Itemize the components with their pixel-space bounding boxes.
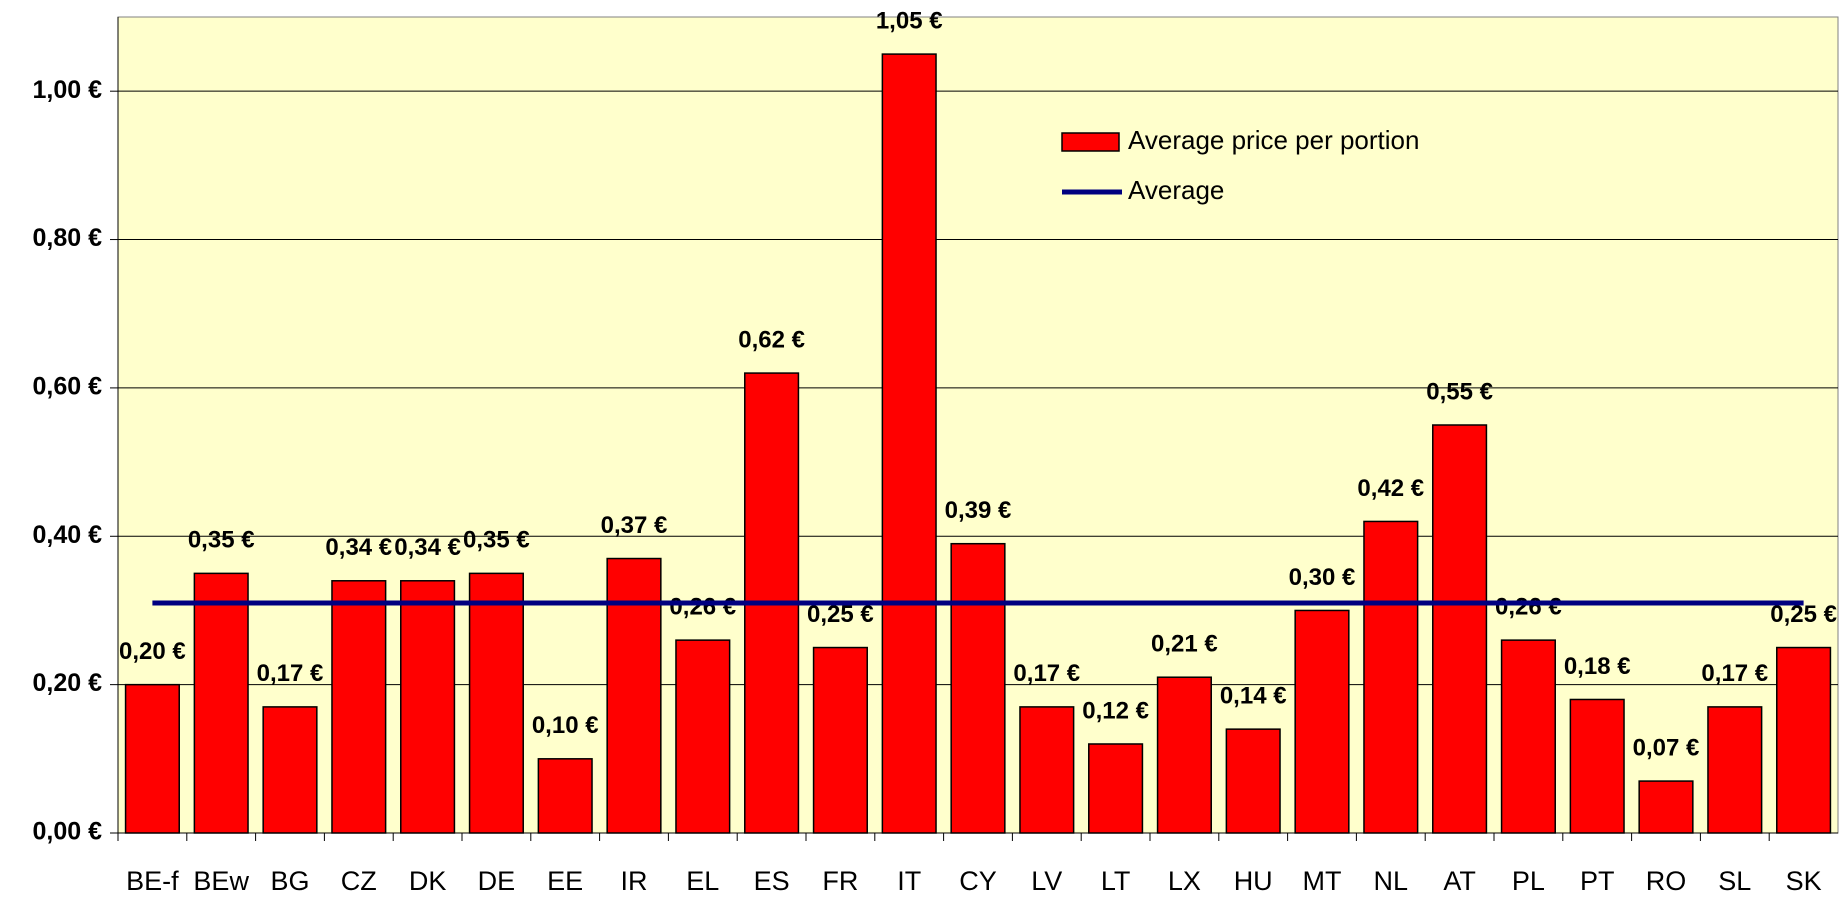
x-tick-label: DK [409,866,447,896]
value-label: 0,26 € [669,593,736,620]
x-tick-label: FR [822,866,858,896]
bar [606,557,662,834]
x-tick-label: SL [1718,866,1751,896]
value-label: 0,18 € [1564,653,1631,680]
y-tick-label: 1,00 € [32,76,102,104]
bar [1776,646,1832,834]
value-label: 0,17 € [1701,660,1768,687]
x-tick-label: PL [1512,866,1545,896]
value-label: 0,37 € [601,512,668,539]
bar [1569,698,1625,834]
value-label: 1,05 € [876,7,943,34]
legend-swatch [1061,132,1120,152]
bar [1638,780,1694,834]
x-tick-label: NL [1374,866,1409,896]
x-tick-label: BEw [193,866,249,896]
bar [1294,609,1350,834]
value-label: 0,34 € [325,534,392,561]
bar [400,580,456,834]
value-label: 0,26 € [1495,593,1562,620]
x-tick-label: PT [1580,866,1615,896]
value-label: 0,34 € [394,534,461,561]
y-tick-label: 0,00 € [32,818,102,846]
bar [1707,706,1763,834]
legend-label: Average price per portion [1128,125,1419,155]
bar [193,572,249,834]
x-tick-label: LT [1101,866,1131,896]
x-tick-label: CZ [341,866,377,896]
x-tick-label: EL [686,866,719,896]
y-tick-label: 0,40 € [32,521,102,549]
value-label: 0,12 € [1082,697,1149,724]
bar [1500,639,1556,834]
legend-label: Average [1128,175,1224,205]
bar [1156,676,1212,834]
bar [1019,706,1075,834]
bar [262,706,318,834]
value-label: 0,30 € [1289,564,1356,591]
value-label: 0,55 € [1426,378,1493,405]
y-tick-label: 0,60 € [32,373,102,401]
x-tick-label: LX [1168,866,1201,896]
x-tick-label: LV [1031,866,1062,896]
bar [881,53,937,834]
value-label: 0,39 € [945,497,1012,524]
y-tick-label: 0,20 € [32,669,102,697]
x-tick-label: SK [1786,866,1822,896]
x-tick-label: IR [621,866,648,896]
value-label: 0,62 € [738,326,805,353]
bar [331,580,387,834]
bar [812,646,868,834]
value-label: 0,35 € [463,527,530,554]
x-tick-label: DE [478,866,516,896]
x-tick-label: IT [897,866,921,896]
bar [1432,424,1488,834]
x-tick-label: AT [1443,866,1476,896]
x-tick-label: RO [1646,866,1687,896]
value-label: 0,14 € [1220,682,1287,709]
bar [1088,743,1144,834]
value-label: 0,20 € [119,638,186,665]
bar [1225,728,1281,834]
bar [675,639,731,834]
x-tick-label: MT [1303,866,1342,896]
x-tick-label: ES [754,866,790,896]
value-label: 0,10 € [532,712,599,739]
y-tick-label: 0,80 € [32,224,102,252]
bar [468,572,524,834]
x-tick-label: EE [547,866,583,896]
value-label: 0,07 € [1633,734,1700,761]
bar [950,542,1006,834]
x-tick-label: CY [959,866,997,896]
bar [124,683,180,834]
value-label: 0,42 € [1357,475,1424,502]
x-tick-label: BE-f [126,866,179,896]
value-label: 0,21 € [1151,631,1218,658]
value-label: 0,17 € [257,660,324,687]
bar [537,758,593,834]
bar [1363,520,1419,834]
value-label: 0,17 € [1013,660,1080,687]
value-label: 0,35 € [188,527,255,554]
x-tick-label: HU [1234,866,1273,896]
x-tick-label: BG [270,866,309,896]
